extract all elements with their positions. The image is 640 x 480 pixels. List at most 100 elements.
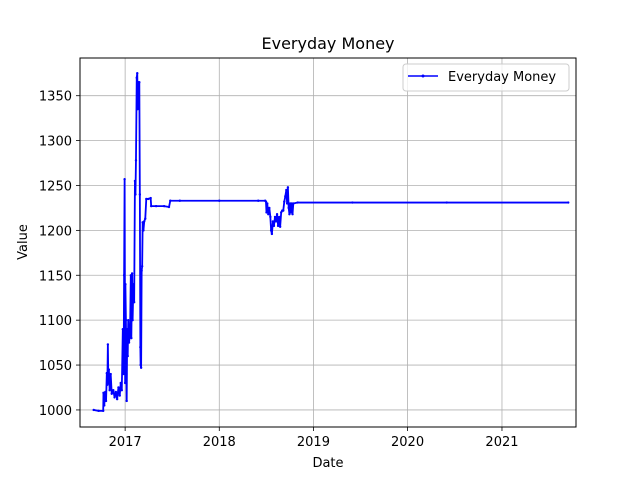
data-point bbox=[123, 178, 126, 181]
data-point bbox=[128, 332, 132, 335]
data-point bbox=[269, 229, 273, 232]
y-tick-label: 1050 bbox=[39, 359, 72, 374]
data-point bbox=[284, 195, 287, 198]
plot-area bbox=[80, 58, 576, 427]
data-point bbox=[112, 388, 115, 392]
series-everyday-money bbox=[92, 72, 570, 413]
y-tick-label: 1350 bbox=[39, 90, 72, 105]
data-point bbox=[167, 205, 171, 209]
data-point bbox=[162, 204, 166, 208]
x-axis-label: Date bbox=[312, 456, 343, 471]
data-point bbox=[265, 211, 268, 214]
data-point bbox=[567, 201, 570, 204]
data-point bbox=[140, 269, 143, 272]
plot-frame bbox=[79, 57, 577, 428]
data-point bbox=[292, 202, 295, 205]
data-point bbox=[122, 274, 126, 277]
data-point bbox=[144, 217, 147, 220]
data-point bbox=[107, 381, 110, 385]
data-point bbox=[178, 199, 182, 202]
data-point bbox=[270, 232, 274, 236]
data-point bbox=[145, 197, 148, 201]
data-point bbox=[131, 318, 134, 322]
x-tick-label: 2021 bbox=[485, 435, 518, 450]
data-point bbox=[278, 225, 282, 228]
x-tick-label: 2020 bbox=[391, 435, 424, 450]
data-point bbox=[103, 404, 106, 407]
y-tick-label: 1300 bbox=[39, 135, 72, 150]
data-point bbox=[276, 224, 280, 228]
y-tick-label: 1150 bbox=[39, 269, 72, 284]
data-point bbox=[127, 341, 131, 344]
data-point bbox=[136, 107, 139, 111]
data-point bbox=[92, 408, 95, 412]
data-point bbox=[286, 186, 290, 189]
data-point bbox=[124, 318, 128, 322]
y-tick-label: 1250 bbox=[39, 179, 72, 194]
data-point bbox=[113, 396, 116, 399]
data-point bbox=[154, 204, 158, 208]
data-point bbox=[149, 196, 152, 200]
data-point bbox=[135, 76, 138, 79]
data-point bbox=[149, 204, 153, 208]
legend-series-label: Everyday Money bbox=[448, 70, 556, 85]
data-point bbox=[264, 200, 268, 203]
x-tick-label: 2019 bbox=[297, 435, 330, 450]
data-point bbox=[123, 381, 127, 385]
x-tick-label: 2018 bbox=[203, 435, 236, 450]
data-point bbox=[134, 193, 137, 196]
data-point bbox=[139, 366, 143, 369]
data-point bbox=[104, 399, 108, 403]
legend-series-marker bbox=[421, 74, 425, 78]
data-point bbox=[117, 386, 120, 389]
data-point bbox=[125, 399, 128, 403]
data-point bbox=[266, 202, 269, 205]
data-point bbox=[110, 392, 113, 395]
data-point bbox=[136, 72, 139, 75]
data-point bbox=[134, 159, 138, 162]
y-tick-label: 1200 bbox=[39, 224, 72, 239]
data-point bbox=[107, 368, 111, 371]
data-point bbox=[268, 206, 271, 210]
data-point bbox=[445, 201, 448, 204]
data-point bbox=[97, 409, 100, 413]
data-point bbox=[104, 390, 107, 394]
data-point bbox=[142, 229, 145, 232]
data-point bbox=[269, 215, 272, 219]
data-point bbox=[137, 103, 141, 106]
data-point bbox=[169, 199, 172, 202]
data-point bbox=[288, 213, 291, 216]
data-point bbox=[106, 383, 109, 386]
data-point bbox=[273, 215, 277, 219]
data-point bbox=[125, 372, 128, 376]
data-point bbox=[138, 193, 142, 196]
data-point bbox=[296, 201, 299, 204]
data-point bbox=[257, 199, 260, 202]
data-point bbox=[127, 318, 130, 322]
data-point bbox=[279, 211, 283, 214]
data-point bbox=[291, 213, 294, 216]
data-point bbox=[351, 201, 354, 204]
data-point bbox=[275, 213, 279, 216]
data-point bbox=[108, 388, 111, 392]
data-point bbox=[129, 274, 133, 277]
data-point bbox=[274, 220, 278, 223]
y-tick-label: 1100 bbox=[39, 314, 72, 329]
data-point bbox=[267, 213, 270, 216]
x-tick-label: 2017 bbox=[109, 435, 142, 450]
y-axis-ticks: 1000 1050 1100 1150 1200 1250 1300 1350 bbox=[39, 90, 80, 419]
data-point bbox=[282, 209, 285, 212]
data-point bbox=[139, 345, 142, 349]
data-point bbox=[126, 327, 129, 331]
data-point bbox=[285, 202, 289, 205]
series-layer bbox=[92, 72, 570, 413]
data-point bbox=[277, 215, 281, 219]
data-point bbox=[130, 272, 134, 275]
data-point bbox=[289, 211, 293, 214]
data-point bbox=[119, 381, 122, 385]
chart-title: Everyday Money bbox=[261, 34, 394, 53]
y-axis-label: Value bbox=[16, 224, 31, 260]
x-axis-ticks: 2017 2018 2019 2020 2021 bbox=[109, 427, 519, 450]
data-point bbox=[287, 206, 290, 210]
data-point bbox=[126, 354, 129, 358]
